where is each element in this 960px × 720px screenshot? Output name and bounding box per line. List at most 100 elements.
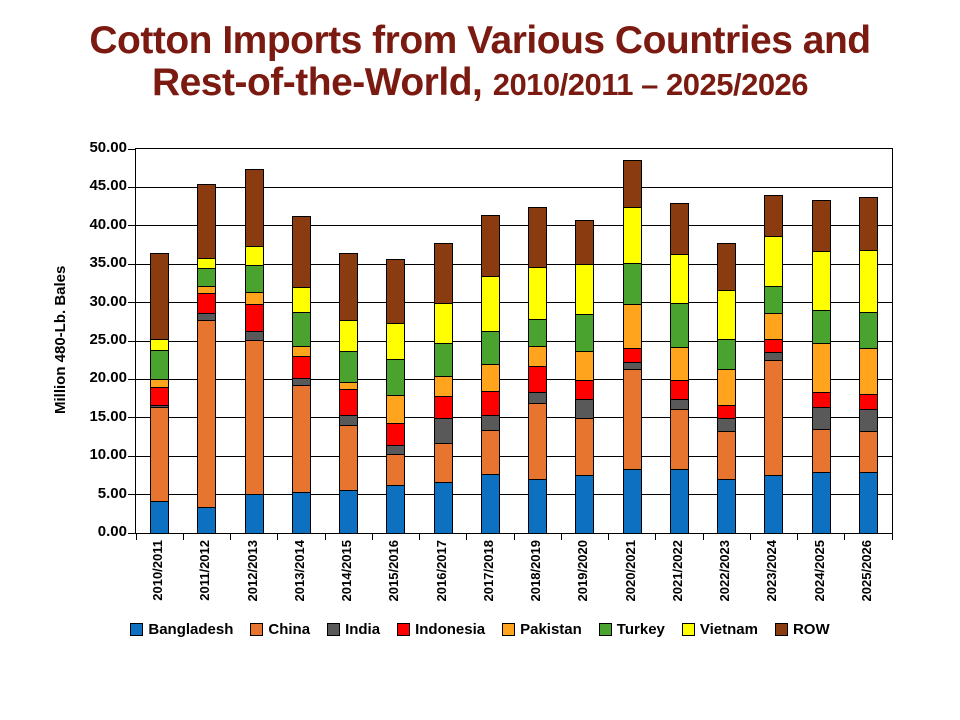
x-tick-label: 2021/2022 <box>669 540 685 602</box>
bar-segment-bangladesh <box>291 492 311 533</box>
bar-segment-indonesia <box>386 423 406 445</box>
legend-item-china: China <box>250 621 310 638</box>
x-tick-label: 2017/2018 <box>480 540 496 602</box>
bar-segment-india <box>150 404 170 408</box>
x-axis-tick <box>608 534 609 540</box>
bar-segment-vietnam <box>764 235 784 286</box>
bar-segment-turkey <box>717 338 737 370</box>
bar-segment-indonesia <box>764 339 784 352</box>
x-axis-tick <box>324 534 326 540</box>
bar-segment-row <box>669 202 689 255</box>
bar-segment-india <box>244 331 264 341</box>
bar-segment-bangladesh <box>717 479 737 533</box>
bar-stack <box>150 149 170 533</box>
bar-segment-bangladesh <box>858 471 878 533</box>
gridline <box>136 455 892 457</box>
bar-segment-indonesia <box>622 347 642 362</box>
bar-segment-row <box>339 252 359 320</box>
legend-marker-bangladesh <box>130 623 144 636</box>
y-axis-tick <box>128 378 135 380</box>
bar-segment-bangladesh <box>339 490 359 533</box>
gridline <box>136 417 892 419</box>
bar-segment-vietnam <box>575 264 595 315</box>
x-tick-label: 2010/2011 <box>150 540 166 601</box>
bar-segment-china <box>764 360 784 475</box>
legend-marker-vietnam <box>681 623 695 636</box>
bar-segment-row <box>811 200 831 252</box>
bar-segment-indonesia <box>528 366 548 393</box>
bar-segment-vietnam <box>858 250 878 312</box>
bar-segment-row <box>480 215 500 276</box>
bar-segment-indonesia <box>244 304 264 332</box>
plot-area <box>128 148 893 540</box>
bar-segment-china <box>811 429 831 472</box>
x-tick-label: 2016/2017 <box>433 540 449 602</box>
bar-segment-turkey <box>480 331 500 365</box>
legend-marker-india <box>327 623 341 636</box>
bar-segment-pakistan <box>669 347 689 381</box>
bar-segment-india <box>480 414 500 431</box>
bar-segment-india <box>575 399 595 418</box>
bar-segment-turkey <box>528 318 548 347</box>
bar-segment-pakistan <box>811 343 831 392</box>
bar-segment-row <box>622 159 642 208</box>
x-tick-label: 2022/2023 <box>717 540 733 602</box>
legend-label: Indonesia <box>415 621 486 638</box>
y-axis-tick-labels: 0.00 5.00 10.00 15.00 20.00 25.00 30.00 35.00 40… <box>0 139 127 540</box>
bar-segment-indonesia <box>858 394 878 409</box>
bar-segment-china <box>197 319 217 507</box>
y-axis-tick <box>128 494 135 496</box>
legend-label: ROW <box>792 621 830 638</box>
legend-marker-pakistan <box>502 623 516 636</box>
chart-title: Cotton Imports from Various Countries an… <box>0 19 960 105</box>
bar-segment-china <box>717 430 737 480</box>
x-axis-tick <box>702 534 704 540</box>
bar-segment-turkey <box>622 263 642 305</box>
bar-segment-india <box>528 392 548 404</box>
bar-stack <box>764 149 784 533</box>
bar-segment-china <box>669 408 689 469</box>
bar-segment-turkey <box>764 285 784 314</box>
x-tick-label: 2015/2016 <box>386 540 402 602</box>
bar-segment-pakistan <box>339 382 359 390</box>
bar-segment-india <box>291 377 311 385</box>
legend: Bangladesh China India Indonesia Pakistan Tur… <box>0 621 960 638</box>
y-tick-label: 10.00 <box>89 446 127 464</box>
bar-segment-china <box>858 430 878 472</box>
bar-segment-pakistan <box>764 313 784 340</box>
gridline <box>136 378 892 380</box>
bar-segment-china <box>386 453 406 485</box>
x-axis-tick <box>891 534 893 540</box>
bar-segment-row <box>244 168 264 246</box>
legend-item-turkey: Turkey <box>598 621 665 638</box>
bar-segment-indonesia <box>717 404 737 418</box>
legend-marker-row <box>774 623 788 636</box>
x-tick-label: 2014/2015 <box>339 540 355 602</box>
bar-segment-bangladesh <box>575 474 595 533</box>
y-tick-label: 25.00 <box>89 331 127 348</box>
legend-label: China <box>268 621 311 638</box>
bar-segment-china <box>480 430 500 474</box>
y-axis-tick <box>128 417 135 419</box>
bar-stack <box>339 149 359 533</box>
chart-title-line2-main: Rest-of-the-World, <box>151 61 493 105</box>
bar-segment-vietnam <box>528 266 548 319</box>
bar-segment-pakistan <box>291 346 311 357</box>
bar-segment-bangladesh <box>669 468 689 533</box>
bar-segment-row <box>150 253 170 340</box>
x-axis-tick <box>749 534 751 540</box>
y-axis-tick <box>128 455 135 457</box>
bar-segment-bangladesh <box>811 471 831 533</box>
bar-segment-turkey <box>244 264 264 292</box>
x-axis-tick <box>182 534 184 540</box>
bar-stack <box>528 149 548 533</box>
bar-segment-indonesia <box>811 391 831 408</box>
bar-segment-china <box>622 369 642 469</box>
x-tick-label: 2012/2013 <box>244 540 260 602</box>
bar-stack <box>669 149 689 533</box>
bar-segment-china <box>433 443 453 482</box>
bar-segment-turkey <box>858 311 878 348</box>
x-axis-tick <box>513 534 515 540</box>
bar-stack <box>575 149 595 533</box>
legend-marker-china <box>250 623 264 636</box>
